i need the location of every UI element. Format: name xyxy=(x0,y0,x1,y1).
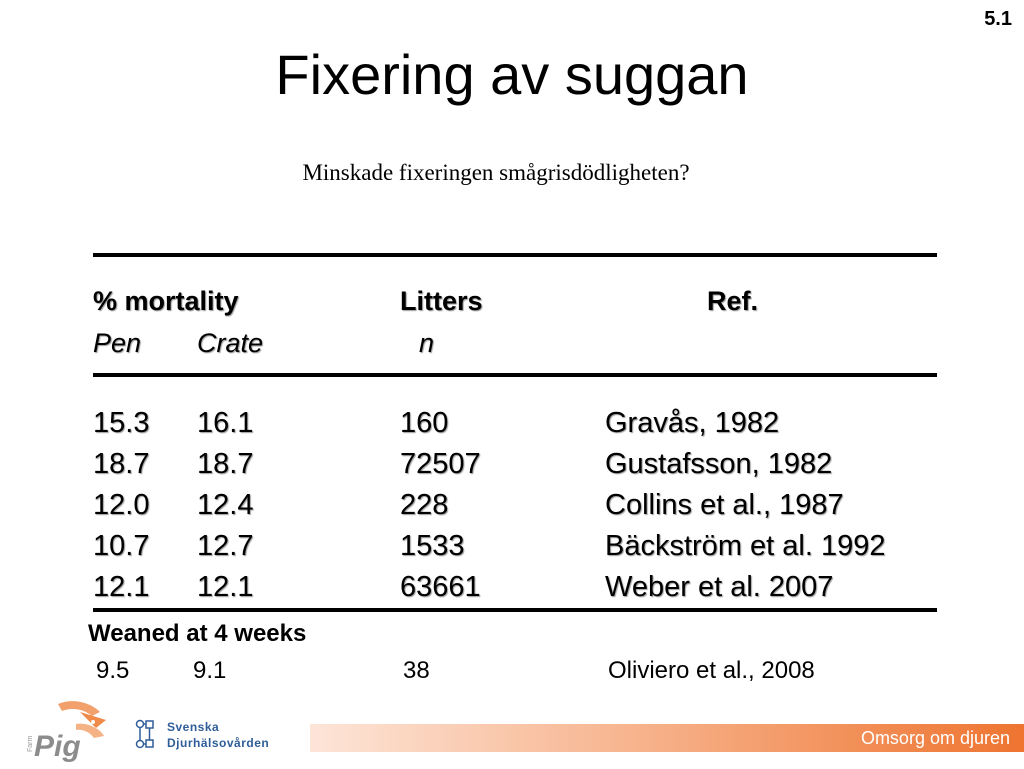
cell-pen: 10.7 xyxy=(93,530,150,562)
cell-litters: 228 xyxy=(400,489,449,521)
table-row: 12.0 12.4 228 Collins et al., 1987 xyxy=(0,489,1024,529)
cell-ref: Weber et al. 2007 xyxy=(605,571,834,603)
cell-ref: Collins et al., 1987 xyxy=(605,489,844,521)
logo-line-1: Svenska xyxy=(167,720,220,734)
footer-band xyxy=(310,724,1024,752)
table-top-rule xyxy=(93,253,937,257)
network-icon xyxy=(135,719,154,749)
cell-pen: 15.3 xyxy=(93,407,150,439)
cell-crate: 12.1 xyxy=(197,571,254,603)
cell-pen: 12.1 xyxy=(93,571,150,603)
table-row: 18.7 18.7 72507 Gustafsson, 1982 xyxy=(0,448,1024,488)
header-ref: Ref. xyxy=(707,286,759,316)
pig-logo-text: Pig xyxy=(34,730,81,763)
footer-label: Omsorg om djuren xyxy=(860,728,1010,748)
table-row: 10.7 12.7 1533 Bäckström et al. 1992 xyxy=(0,530,1024,570)
table-row: 12.1 12.1 63661 Weber et al. 2007 xyxy=(0,571,1024,611)
cell-pen: 9.5 xyxy=(96,657,130,684)
cell-litters: 160 xyxy=(400,407,449,439)
slide-title: Fixering av suggan xyxy=(275,43,749,106)
table-row: 15.3 16.1 160 Gravås, 1982 xyxy=(0,407,1024,447)
cell-crate: 18.7 xyxy=(197,448,254,480)
logo-line-2: Djurhälsovården xyxy=(167,736,270,750)
cell-ref: Bäckström et al. 1992 xyxy=(605,530,886,562)
cell-litters: 63661 xyxy=(400,571,481,603)
cell-ref: Oliviero et al., 2008 xyxy=(608,657,815,684)
cell-litters: 38 xyxy=(403,657,430,684)
cell-ref: Gravås, 1982 xyxy=(605,407,780,439)
subheader-crate: Crate xyxy=(197,328,264,358)
pig-logo-small-text: Farm xyxy=(27,736,34,753)
cell-crate: 9.1 xyxy=(193,657,227,684)
cell-pen: 12.0 xyxy=(93,489,150,521)
slide-number: 5.1 xyxy=(984,8,1012,30)
weaned-heading: Weaned at 4 weeks xyxy=(88,620,307,647)
svenska-djurhalsovarden-logo: Svenska Djurhälsovården xyxy=(134,716,314,756)
header-mortality: % mortality xyxy=(93,286,239,316)
subheader-pen: Pen xyxy=(93,328,142,358)
weaned-row: 9.5 9.1 38 Oliviero et al., 2008 xyxy=(0,657,1024,691)
slide-subtitle: Minskade fixeringen smågrisdödligheten? xyxy=(302,160,690,185)
table-header-rule xyxy=(93,373,937,377)
cell-pen: 18.7 xyxy=(93,448,150,480)
subheader-n: n xyxy=(419,328,435,358)
cell-crate: 12.4 xyxy=(197,489,254,521)
pig-logo: Farm Pig xyxy=(20,694,120,764)
header-litters: Litters xyxy=(400,286,483,316)
cell-litters: 72507 xyxy=(400,448,481,480)
cell-crate: 12.7 xyxy=(197,530,254,562)
table-bottom-rule xyxy=(93,608,937,612)
cell-litters: 1533 xyxy=(400,530,465,562)
cell-crate: 16.1 xyxy=(197,407,254,439)
cell-ref: Gustafsson, 1982 xyxy=(605,448,833,480)
